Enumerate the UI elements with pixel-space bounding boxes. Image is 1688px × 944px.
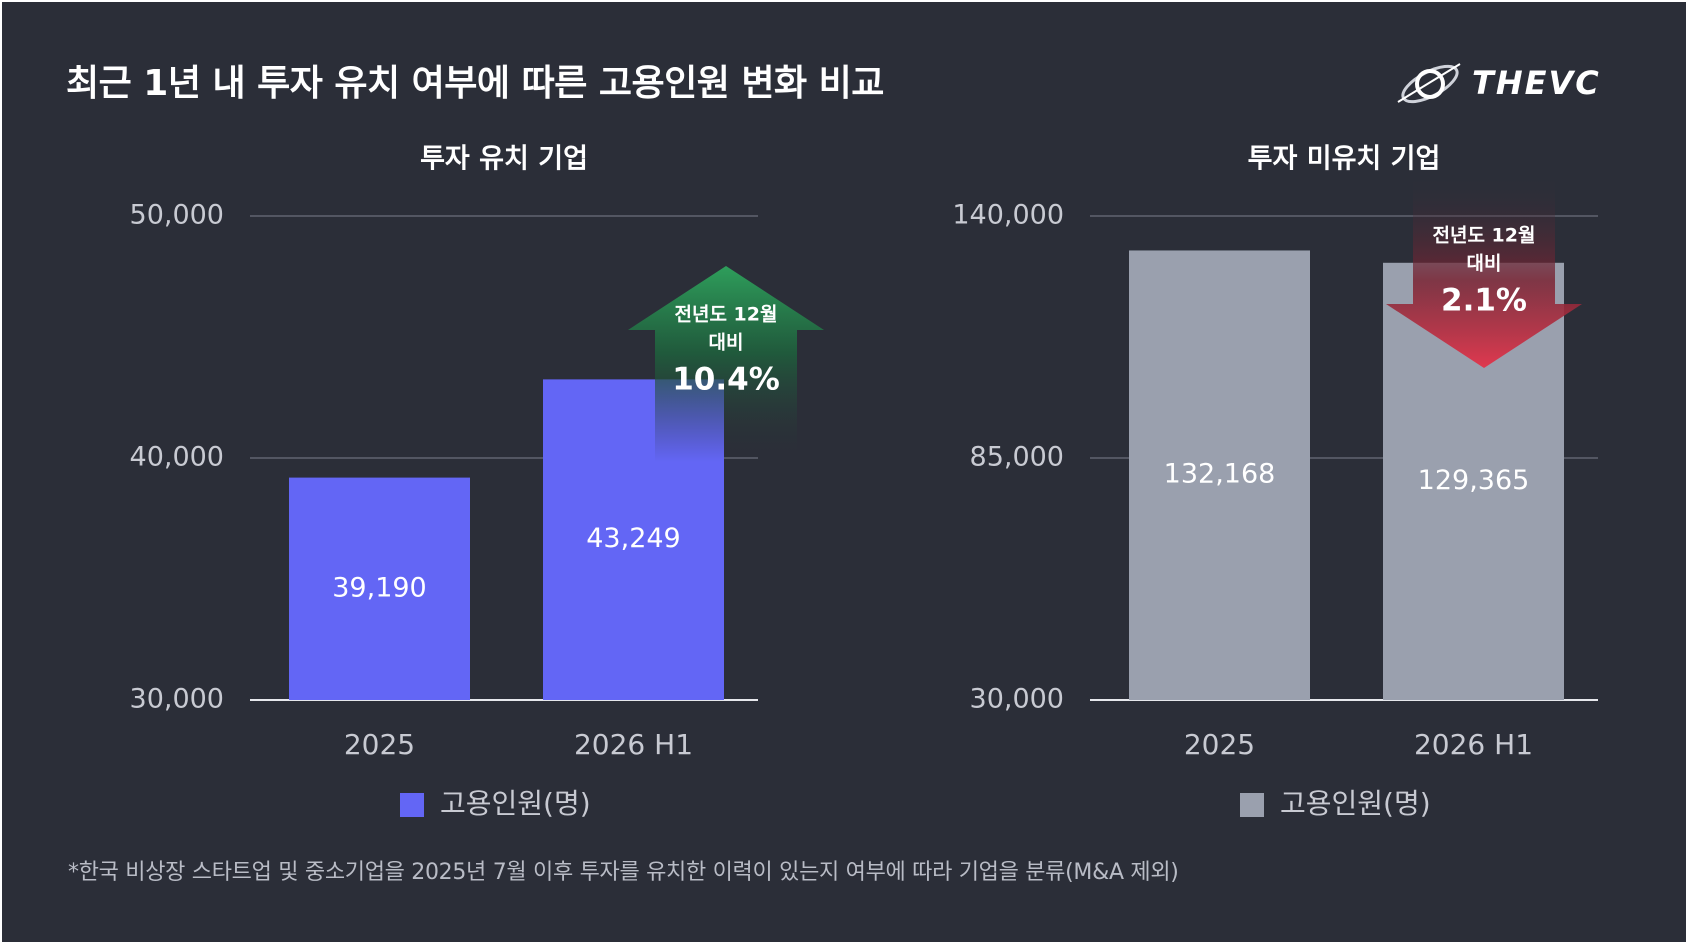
chart-invested: 투자 유치 기업 30,000 40,000 50,000 39,190 2025 43,2… <box>130 144 824 820</box>
bar-data-label: 132,168 <box>1164 459 1276 490</box>
y-tick-label: 140,000 <box>952 200 1064 231</box>
x-tick-label: 2026 H1 <box>1414 728 1533 761</box>
legend-label: 고용인원(명) <box>440 787 591 820</box>
annotation-line1: 전년도 12월 <box>1433 225 1536 247</box>
legend: 고용인원(명) <box>400 787 591 820</box>
bar-data-label: 39,190 <box>332 572 426 603</box>
y-tick-label: 30,000 <box>130 684 224 715</box>
annotation-line1: 전년도 12월 <box>675 304 778 326</box>
x-tick-label: 2025 <box>1184 728 1255 761</box>
orbit-icon <box>1397 63 1461 104</box>
y-tick-label: 30,000 <box>970 684 1064 715</box>
brand-logo: THEVC <box>1390 50 1630 120</box>
chart-subtitle: 투자 미유치 기업 <box>1248 144 1441 175</box>
annotation-value: 2.1% <box>1441 283 1527 319</box>
arrow-down-icon <box>1386 174 1582 368</box>
annotation-line2: 대비 <box>709 332 744 354</box>
arrow-up-icon <box>628 266 824 462</box>
footnote: *한국 비상장 스타트업 및 중소기업을 2025년 7월 이후 투자를 유치한… <box>68 860 1179 885</box>
bar <box>1129 250 1310 700</box>
y-tick-label: 40,000 <box>130 442 224 473</box>
legend-swatch <box>1240 793 1264 817</box>
legend-label: 고용인원(명) <box>1280 787 1431 820</box>
bar <box>289 477 470 700</box>
x-tick-label: 2026 H1 <box>574 728 693 761</box>
x-tick-label: 2025 <box>344 728 415 761</box>
annotation-line2: 대비 <box>1467 253 1502 275</box>
legend-swatch <box>400 793 424 817</box>
annotation-value: 10.4% <box>672 362 780 398</box>
bar-data-label: 129,365 <box>1418 465 1530 496</box>
bar-data-label: 43,249 <box>586 523 680 554</box>
chart-not-invested: 투자 미유치 기업 30,000 85,000 140,000 132,168 2025 1… <box>952 144 1598 820</box>
chart-subtitle: 투자 유치 기업 <box>420 144 588 175</box>
y-tick-label: 85,000 <box>970 442 1064 473</box>
legend: 고용인원(명) <box>1240 787 1431 820</box>
page-title: 최근 1년 내 투자 유치 여부에 따른 고용인원 변화 비교 <box>66 63 884 104</box>
y-tick-label: 50,000 <box>130 200 224 231</box>
brand-logo-text: THEVC <box>1472 64 1601 102</box>
